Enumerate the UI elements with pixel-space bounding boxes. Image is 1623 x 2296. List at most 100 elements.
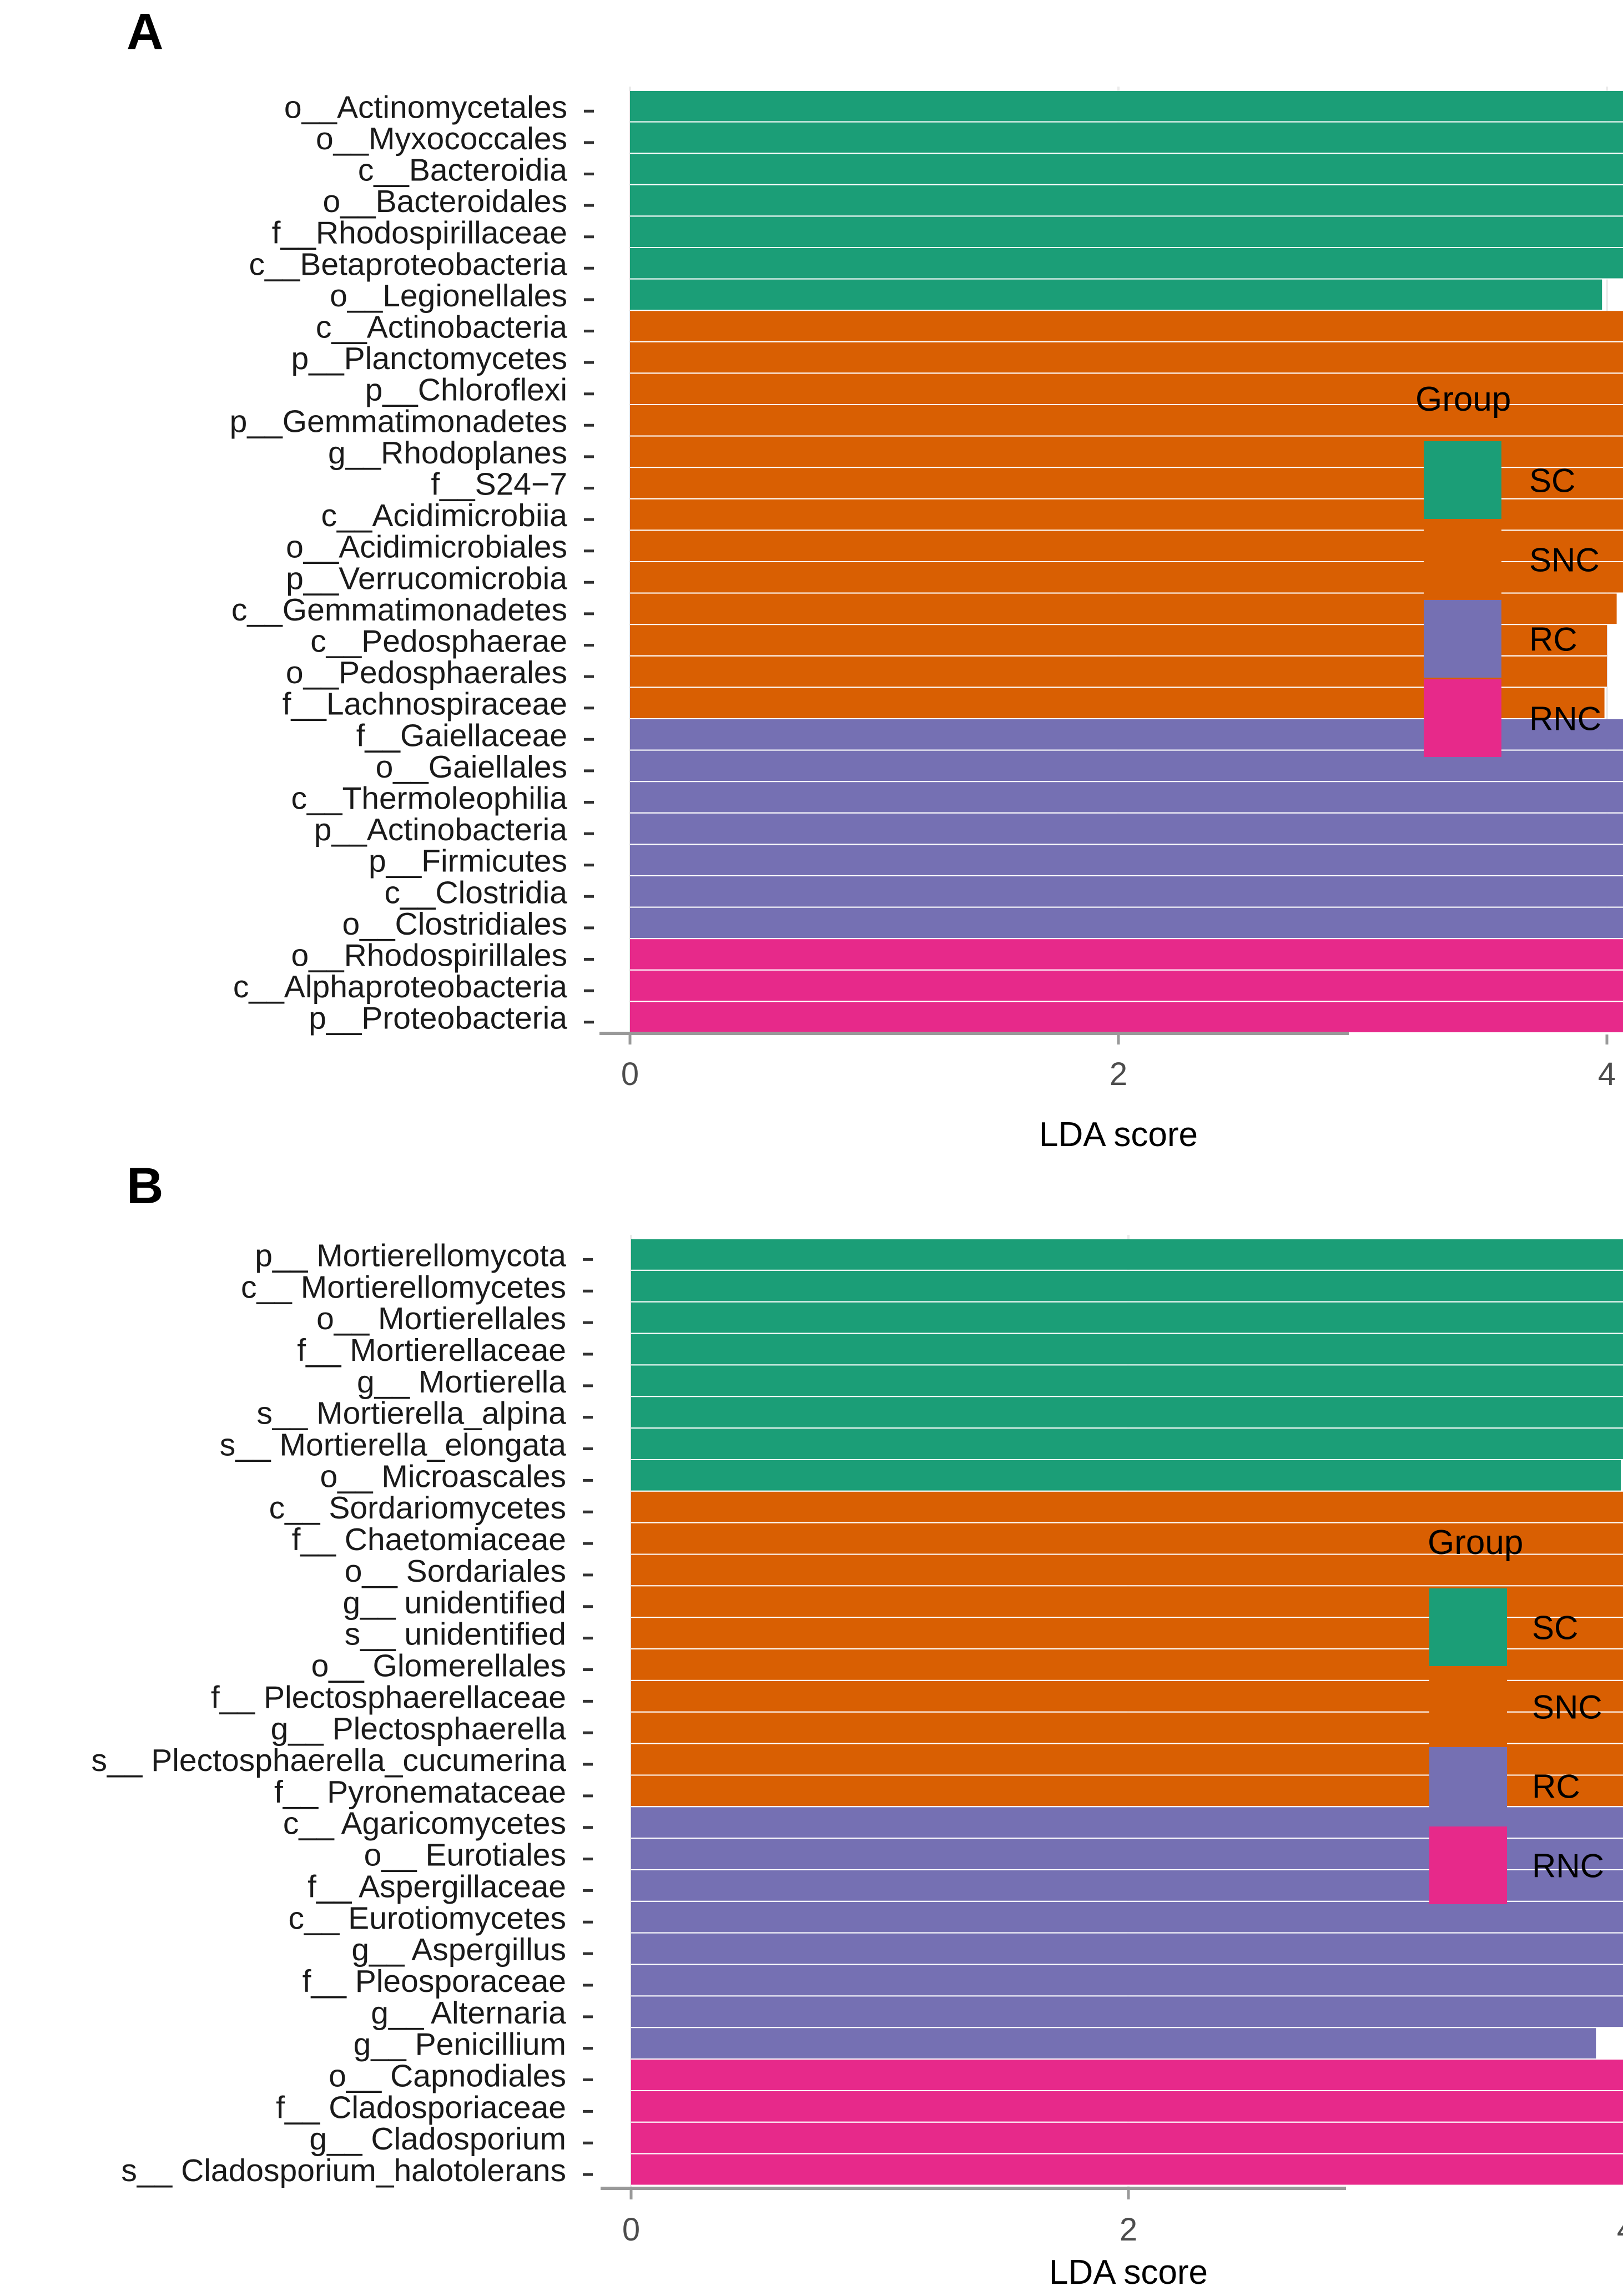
bar-c-eurotiomycetes — [631, 1901, 1623, 1932]
taxon-label: c__Bacteroidia — [358, 153, 567, 188]
taxon-label: f__ Pyronemataceae — [274, 1774, 566, 1810]
bar-c-clostridia — [630, 876, 1623, 907]
legend-swatch-rnc — [1429, 1826, 1507, 1904]
taxon-label: c__Actinobacteria — [316, 310, 567, 345]
taxon-label: p__Verrucomicrobia — [286, 561, 567, 596]
taxon-label: s__ Plectosphaerella_cucumerina — [91, 1743, 566, 1778]
x-tick-label: 2 — [1110, 1056, 1127, 1092]
taxon-label: g__ Penicillium — [354, 2027, 566, 2062]
bar-o-mortierellales — [631, 1302, 1623, 1333]
taxon-label: o__Myxococcales — [316, 121, 567, 157]
bar-g-aspergillus — [631, 1933, 1623, 1964]
legend-label-rnc: RNC — [1532, 1848, 1604, 1885]
taxon-label: o__Rhodospirillales — [291, 938, 567, 973]
bar-s-mortierella-alpina — [631, 1397, 1623, 1428]
taxon-label: f__ Cladosporiaceae — [276, 2090, 566, 2125]
taxon-label: o__ Capnodiales — [329, 2058, 566, 2094]
taxon-label: o__ Microascales — [320, 1459, 566, 1494]
bar-o-sordariales — [631, 1555, 1623, 1586]
taxon-label: c__Pedosphaerae — [310, 624, 567, 659]
taxon-label: o__Acidimicrobiales — [286, 529, 567, 565]
taxon-label: g__ Alternaria — [371, 1995, 566, 2031]
bar-g-penicillium — [631, 2028, 1596, 2059]
legend-title: Group — [1428, 1523, 1523, 1562]
bar-c-sordariomycetes — [631, 1491, 1623, 1522]
x-axis-title: LDA score — [1049, 2253, 1208, 2292]
bar-c-actinobacteria — [630, 311, 1623, 341]
bar-o-actinomycetales — [630, 91, 1623, 122]
bar-o-bacteroidales — [630, 185, 1623, 216]
taxon-label: f__Lachnospiraceae — [283, 687, 567, 722]
legend-label-snc: SNC — [1532, 1689, 1602, 1726]
legend-label-rc: RC — [1529, 621, 1577, 658]
bar-c-betaproteobacteria — [630, 248, 1623, 279]
x-axis-title: LDA score — [1039, 1116, 1198, 1154]
taxon-label: c__ Mortierellomycetes — [241, 1269, 566, 1305]
taxon-label: p__Firmicutes — [369, 844, 567, 879]
taxon-label: f__Gaiellaceae — [356, 718, 567, 753]
taxon-label: f__ Chaetomiaceae — [292, 1522, 566, 1557]
bar-s-cladosporium-halotolerans — [631, 2154, 1623, 2185]
legend-swatch-rc — [1424, 600, 1501, 678]
taxon-label: o__Pedosphaerales — [286, 655, 567, 690]
legend-label-rc: RC — [1532, 1768, 1580, 1805]
bar-f-chaetomiaceae — [631, 1523, 1623, 1554]
taxon-label: g__ Aspergillus — [351, 1932, 566, 1967]
taxon-label: g__ unidentified — [342, 1585, 566, 1621]
taxon-label: f__ Pleosporaceae — [303, 1964, 566, 1999]
taxon-label: p__Gemmatimonadetes — [230, 403, 567, 439]
taxon-label: g__ Plectosphaerella — [271, 1711, 567, 1747]
taxon-label: g__ Mortierella — [357, 1364, 566, 1400]
bar-p-gemmatimonadetes — [630, 405, 1623, 436]
taxon-label: p__ Mortierellomycota — [255, 1238, 566, 1273]
legend-swatch-sc — [1424, 441, 1501, 519]
taxon-label: f__ Mortierellaceae — [297, 1333, 566, 1368]
bar-g-mortierella — [631, 1365, 1623, 1396]
taxon-label: c__Thermoleophilia — [291, 781, 568, 816]
taxon-label: o__Gaiellales — [376, 749, 567, 785]
bar-p-planctomycetes — [630, 342, 1623, 373]
taxon-label: p__Planctomycetes — [291, 341, 567, 376]
bar-c-bacteroidia — [630, 154, 1623, 184]
taxon-label: o__Clostridiales — [342, 906, 567, 942]
taxon-label: s__ Mortierella_elongata — [220, 1427, 567, 1463]
taxon-label: p__Chloroflexi — [365, 372, 567, 408]
legend-swatch-snc — [1429, 1668, 1507, 1745]
bar-f-cladosporiaceae — [631, 2091, 1623, 2122]
legend-label-sc: SC — [1532, 1609, 1578, 1647]
bar-g-alternaria — [631, 1996, 1623, 2027]
bar-c-mortierellomycetes — [631, 1270, 1623, 1301]
bar-o-capnodiales — [631, 2060, 1623, 2090]
taxon-label: f__ Plectosphaerellaceae — [211, 1679, 566, 1715]
taxon-label: o__ Mortierellales — [316, 1301, 566, 1336]
bar-p-proteobacteria — [630, 1002, 1623, 1032]
legend-label-snc: SNC — [1529, 542, 1600, 579]
x-tick-label: 0 — [621, 1056, 639, 1092]
taxon-label: c__ Eurotiomycetes — [288, 1900, 566, 1936]
bar-o-clostridiales — [630, 907, 1623, 938]
bar-f-mortierellaceae — [631, 1334, 1623, 1365]
legend-label-rnc: RNC — [1529, 700, 1601, 738]
x-tick-label: 2 — [1120, 2212, 1137, 2248]
panel-a: Ao__Actinomycetaleso__Myxococcalesc__Bac… — [127, 3, 1623, 1154]
bar-o-legionellales — [630, 279, 1602, 310]
panel-letter: A — [127, 3, 163, 60]
taxon-label: c__Gemmatimonadetes — [231, 592, 567, 628]
bar-f-rhodospirillaceae — [630, 216, 1623, 247]
legend-swatch-rc — [1429, 1747, 1507, 1825]
taxon-label: o__Bacteroidales — [323, 184, 567, 219]
bar-s-mortierella-elongata — [631, 1429, 1623, 1459]
legend-swatch-snc — [1424, 521, 1501, 598]
legend-swatch-sc — [1429, 1588, 1507, 1666]
x-tick-label: 4 — [1598, 1056, 1616, 1092]
taxon-label: c__Acidimicrobiia — [321, 498, 567, 533]
bar-o-rhodospirillales — [630, 939, 1623, 970]
taxon-label: o__ Glomerellales — [311, 1648, 566, 1683]
bar-f-pleosporaceae — [631, 1965, 1623, 1996]
bar-g-cladosporium — [631, 2122, 1623, 2153]
taxon-label: c__Alphaproteobacteria — [233, 969, 567, 1005]
taxon-label: g__Rhodoplanes — [328, 435, 567, 471]
taxon-label: f__ Aspergillaceae — [308, 1869, 566, 1904]
